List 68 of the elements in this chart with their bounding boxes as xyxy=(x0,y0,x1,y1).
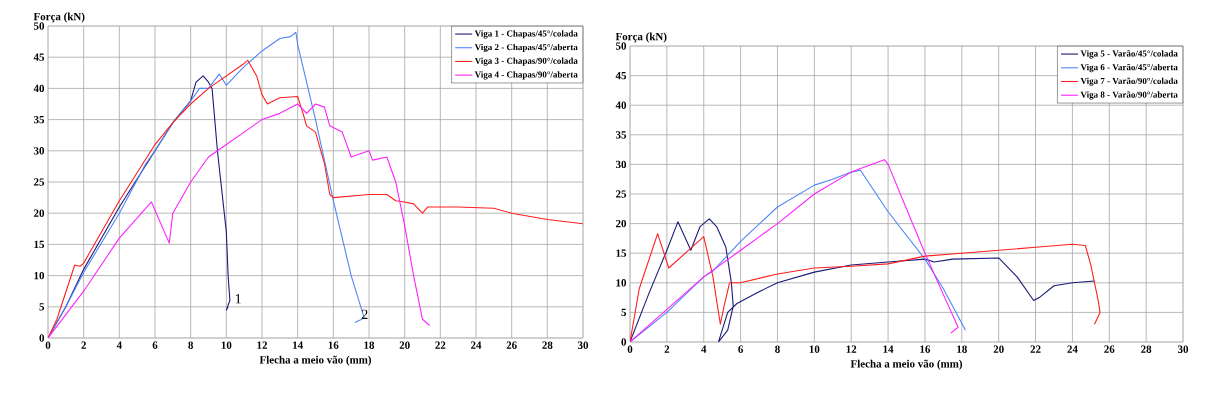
y-tick-label: 15 xyxy=(34,240,45,249)
x-axis-title: Flecha a meio vão (mm) xyxy=(259,355,372,366)
y-tick-label: 20 xyxy=(33,209,45,217)
y-tick-label: 35 xyxy=(615,131,627,139)
x-tick-label: 14 xyxy=(293,341,303,349)
x-tick-label: 30 xyxy=(577,341,589,349)
x-tick-label: 18 xyxy=(364,341,375,349)
legend-label: Viga 7 - Varão/90°/colada xyxy=(1080,77,1178,86)
y-tick-label: 40 xyxy=(615,101,627,109)
y-tick-label: 20 xyxy=(615,219,627,228)
y-tick-label: 35 xyxy=(33,115,45,124)
y-axis-title: Força (kN) xyxy=(615,32,667,43)
legend-label: Viga 3 - Chapas/90°/colada xyxy=(474,57,578,66)
y-tick-label: 45 xyxy=(33,53,45,61)
x-tick-label: 0 xyxy=(45,341,51,349)
x-tick-label: 6 xyxy=(738,345,744,353)
x-tick-label: 8 xyxy=(188,341,194,349)
y-tick-label: 15 xyxy=(616,249,627,257)
x-tick-label: 26 xyxy=(1104,345,1115,353)
y-tick-label: 30 xyxy=(33,147,45,155)
x-tick-label: 10 xyxy=(221,341,232,349)
annotation: 2 xyxy=(361,309,368,319)
y-tick-label: 25 xyxy=(615,190,627,198)
x-tick-label: 16 xyxy=(920,345,931,353)
x-tick-label: 26 xyxy=(506,341,517,349)
y-tick-label: 50 xyxy=(33,22,45,30)
legend-label: Viga 6 - Varão/45°/aberta xyxy=(1080,63,1178,73)
y-tick-label: 40 xyxy=(33,84,45,93)
y-tick-label: 5 xyxy=(621,308,627,317)
x-tick-label: 18 xyxy=(957,345,967,353)
x-tick-label: 24 xyxy=(1067,345,1078,353)
y-tick-label: 25 xyxy=(33,178,45,186)
y-tick-label: 50 xyxy=(615,42,627,50)
legend-label: Viga 8 - Varão/90°/aberta xyxy=(1080,91,1178,100)
y-tick-label: 0 xyxy=(39,334,45,342)
y-tick-label: 5 xyxy=(39,303,45,311)
x-tick-label: 22 xyxy=(435,341,446,349)
legend-label: Viga 1 - Chapas/45°/colada xyxy=(474,30,578,39)
line-series xyxy=(48,103,431,338)
legend-label: Viga 2 - Chapas/45°/aberta xyxy=(474,43,578,53)
x-tick-label: 2 xyxy=(664,345,670,353)
x-tick-label: 16 xyxy=(328,341,339,349)
annotation: 1 xyxy=(235,294,241,304)
x-tick-label: 8 xyxy=(775,345,780,353)
x-tick-label: 20 xyxy=(993,345,1004,353)
y-tick-label: 10 xyxy=(34,271,45,280)
x-tick-label: 2 xyxy=(81,341,86,349)
x-tick-label: 20 xyxy=(399,341,410,349)
x-tick-label: 24 xyxy=(470,341,482,349)
x-tick-label: 28 xyxy=(1141,345,1152,353)
x-axis-title: Flecha a meio vão (mm) xyxy=(850,359,963,370)
x-tick-label: 12 xyxy=(257,341,267,349)
x-tick-label: 6 xyxy=(152,341,158,349)
x-tick-label: 22 xyxy=(1030,345,1041,353)
x-tick-label: 0 xyxy=(627,345,633,353)
y-tick-label: 30 xyxy=(615,160,627,169)
legend-label: Viga 4 - Chapas/90°/aberta xyxy=(474,71,578,80)
x-tick-label: 4 xyxy=(116,341,122,349)
x-tick-label: 4 xyxy=(701,345,707,353)
y-tick-label: 45 xyxy=(615,71,627,80)
y-tick-label: 10 xyxy=(616,279,627,287)
y-axis-title: Força (kN) xyxy=(33,12,85,23)
x-tick-label: 12 xyxy=(846,345,857,353)
x-tick-label: 10 xyxy=(809,345,820,353)
legend-label: Viga 5 - Varão/45°/colada xyxy=(1080,50,1178,59)
x-tick-label: 14 xyxy=(883,345,894,353)
x-tick-label: 30 xyxy=(1177,345,1189,353)
x-tick-label: 28 xyxy=(542,341,553,349)
